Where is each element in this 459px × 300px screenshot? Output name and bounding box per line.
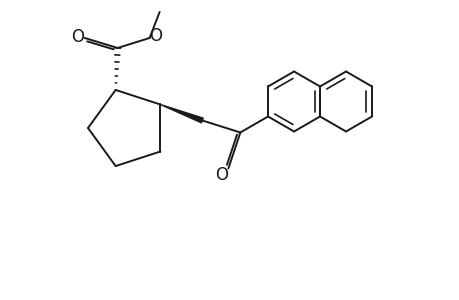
Text: O: O [71,28,84,46]
Text: O: O [149,27,162,45]
Polygon shape [160,104,203,123]
Text: O: O [214,167,227,184]
